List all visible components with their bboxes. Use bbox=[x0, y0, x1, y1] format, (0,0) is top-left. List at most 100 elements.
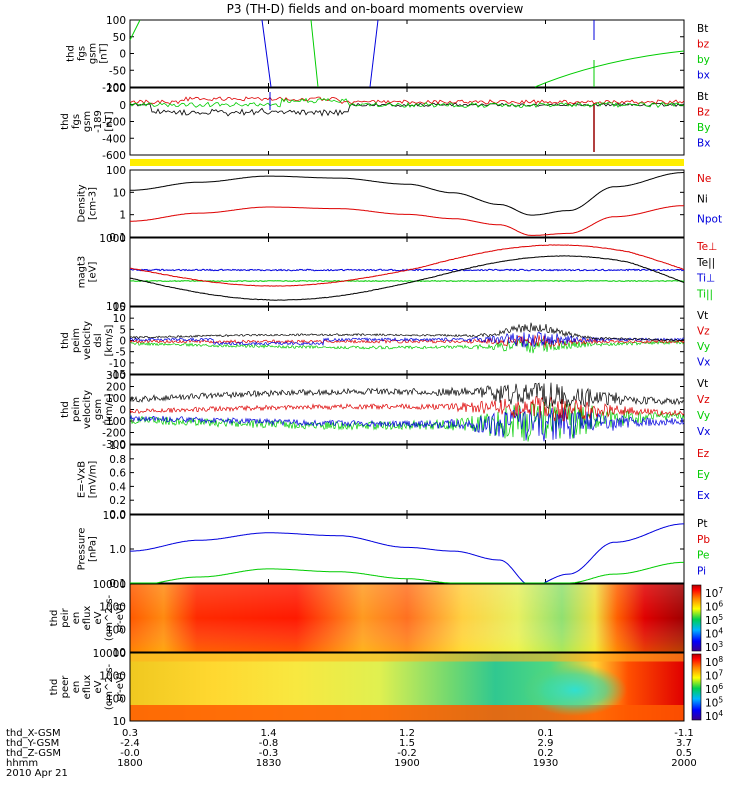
panel-density: 100 10 1 0.1 Density [cm-3] Ne Ni Npot bbox=[77, 165, 723, 244]
heatmap-high-band bbox=[130, 653, 684, 662]
y-tick-label: 1.0 bbox=[109, 544, 126, 556]
y-tick-label: 0.1 bbox=[109, 578, 126, 590]
y-axis-label: thd bbox=[60, 401, 71, 418]
y-axis-label: eflux bbox=[82, 606, 93, 631]
y-axis-label: gsm bbox=[82, 111, 93, 132]
footer-label-thd_Z-GSM: thd_Z-GSM bbox=[6, 748, 61, 759]
flag-bar bbox=[130, 159, 684, 166]
y-tick-label: 10.0 bbox=[103, 510, 126, 522]
y-tick-label: 0 bbox=[119, 405, 126, 417]
trace-Ti-perp bbox=[130, 268, 685, 272]
y-axis-label: thd bbox=[60, 332, 71, 349]
trace-Te-perp bbox=[129, 244, 685, 287]
y-tick-label: -50 bbox=[109, 65, 126, 77]
legend-Bt: Bt bbox=[697, 23, 708, 35]
footer-value: 2.9 bbox=[538, 738, 554, 749]
peim-gsm-traces bbox=[129, 382, 685, 442]
trace-bx bbox=[369, 19, 379, 88]
colorbar-tick-label: 104 bbox=[705, 709, 723, 723]
trace-Vz bbox=[129, 395, 685, 422]
y-axis-label: sr-eV) bbox=[115, 603, 126, 632]
y-tick-label: 0 bbox=[119, 336, 126, 348]
trace-Vx bbox=[129, 331, 685, 348]
y-tick-label: 300 bbox=[106, 370, 126, 382]
heatmap-blob bbox=[523, 664, 627, 716]
legend-Ne: Ne bbox=[697, 173, 711, 185]
footer-value: -0.2 bbox=[397, 748, 417, 759]
y-tick-label: -200 bbox=[102, 117, 126, 129]
y-tick-label: 50 bbox=[113, 32, 126, 44]
footer-value: 3.7 bbox=[676, 738, 692, 749]
legend-Ey: Ey bbox=[697, 469, 710, 481]
legend-Vx: Vx bbox=[697, 426, 710, 438]
y-tick-label: 1 bbox=[119, 210, 126, 222]
y-tick-label: 10 bbox=[113, 647, 126, 659]
date-label: 2010 Apr 21 bbox=[6, 768, 68, 779]
y-tick-label: 0.2 bbox=[109, 495, 126, 507]
trace-Bz bbox=[129, 96, 685, 105]
y-axis-label: E=-VxB bbox=[77, 461, 88, 498]
colorbar bbox=[691, 584, 702, 652]
y-tick-label: -5 bbox=[116, 347, 126, 359]
y-axis-label: eflux bbox=[82, 675, 93, 700]
y-axis-label: velocity bbox=[82, 321, 93, 360]
legend-Vz: Vz bbox=[697, 394, 710, 406]
colorbar-tick-label: 107 bbox=[705, 586, 723, 600]
y-axis-label: gsm bbox=[93, 399, 104, 420]
y-axis-label: [nPa] bbox=[88, 536, 99, 562]
y-tick-label: -15 bbox=[109, 369, 126, 381]
y-tick-label: 15 bbox=[113, 302, 126, 314]
y-axis-label: fgs bbox=[77, 46, 88, 61]
y-axis-label: dsl bbox=[93, 333, 104, 347]
colorbar-tick-label: 106 bbox=[705, 600, 723, 614]
trace-Vt bbox=[129, 382, 685, 409]
y-tick-label: 200 bbox=[106, 83, 126, 95]
peer-heatmap bbox=[129, 652, 685, 722]
y-axis-label: peir bbox=[60, 607, 71, 627]
trace-by bbox=[534, 50, 685, 88]
colorbar bbox=[691, 653, 702, 721]
y-tick-label: 10000 bbox=[93, 579, 126, 591]
y-axis-label: (cm^2-s- bbox=[104, 663, 115, 710]
plot-layer: P3 (TH-D) fields and on-board moments ov… bbox=[6, 2, 723, 779]
trace-Vx bbox=[129, 406, 685, 442]
footer-value: 2000 bbox=[671, 758, 696, 769]
y-axis-label: [cm-3] bbox=[88, 187, 99, 220]
y-axis-label: magt3 bbox=[77, 256, 88, 289]
y-axis-label: sr-eV) bbox=[115, 672, 126, 701]
y-tick-label: -100 bbox=[102, 82, 126, 94]
y-axis-label: thd bbox=[49, 679, 60, 696]
trace-Ti-par bbox=[130, 280, 685, 283]
legend-Bt: Bt bbox=[697, 91, 708, 103]
colorbar-tick-label: 105 bbox=[705, 613, 723, 627]
legend-Vz: Vz bbox=[697, 326, 710, 338]
legend-Vx: Vx bbox=[697, 357, 710, 369]
legend-Ex: Ex bbox=[697, 490, 710, 502]
y-axis-label: peer bbox=[60, 675, 71, 699]
y-tick-label: 1000 bbox=[99, 233, 126, 245]
y-axis-label: [nT] bbox=[99, 43, 110, 63]
trace-Pi bbox=[130, 523, 684, 584]
y-axis-label: peim bbox=[71, 397, 82, 422]
trace-bx bbox=[261, 19, 272, 88]
footer-value: -1.1 bbox=[674, 728, 694, 739]
legend-by: by bbox=[697, 54, 710, 66]
legend-Vy: Vy bbox=[697, 341, 710, 353]
y-tick-label: -10 bbox=[109, 358, 126, 370]
y-axis-label: -189 bbox=[93, 110, 104, 133]
colorbar-tick-label: 108 bbox=[705, 655, 723, 669]
y-axis-label: Density bbox=[77, 184, 88, 222]
y-axis-label: velocity bbox=[82, 390, 93, 429]
footer-value: -2.4 bbox=[120, 738, 140, 749]
colorbar-tick-label: 104 bbox=[705, 627, 723, 641]
footer-label-thd_X-GSM: thd_X-GSM bbox=[6, 728, 61, 739]
footer-value: 1.4 bbox=[261, 728, 277, 739]
trace-Vz bbox=[129, 334, 685, 348]
panel-frame bbox=[129, 237, 685, 307]
y-tick-label: 10 bbox=[113, 313, 126, 325]
legend-Bz: Bz bbox=[697, 107, 710, 119]
footer-value: 0.5 bbox=[676, 748, 692, 759]
fgl-traces bbox=[129, 92, 685, 152]
y-axis-label: [km/s] bbox=[104, 393, 115, 425]
